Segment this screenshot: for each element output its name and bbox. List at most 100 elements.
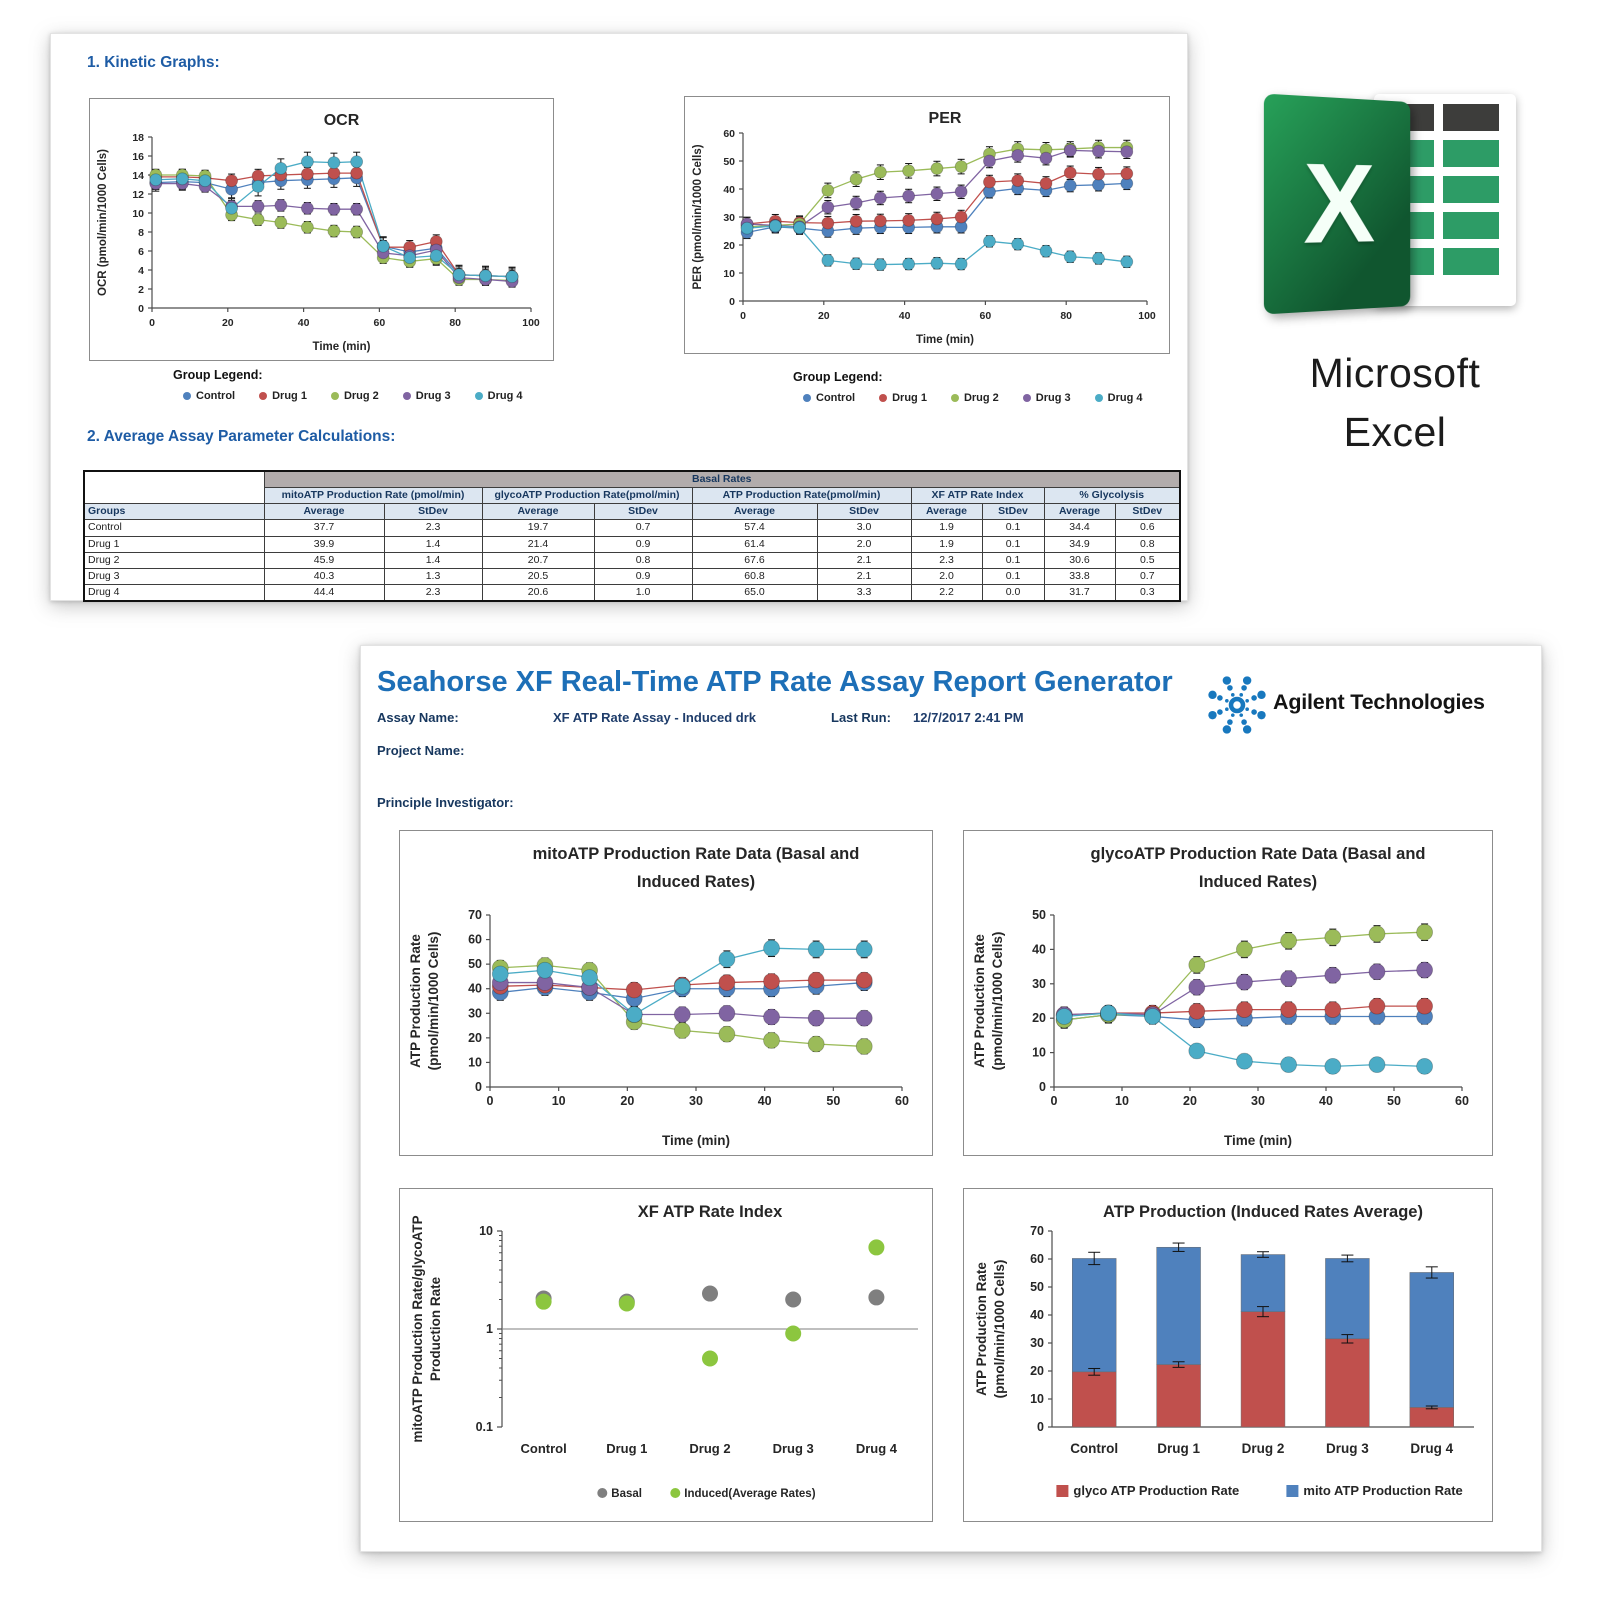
value-cell: 1.9 — [911, 536, 982, 552]
excel-x-glyph: X — [1303, 147, 1375, 261]
legend-item-label: Drug 3 — [416, 390, 451, 402]
svg-text:40: 40 — [1032, 942, 1046, 956]
table-row: Control 37.7 2.3 19.7 0.7 57.4 3.0 1.9 0.1 34.4 0.… — [84, 520, 1180, 536]
svg-text:80: 80 — [449, 317, 461, 329]
svg-text:0: 0 — [729, 296, 735, 308]
svg-text:PER (pmol/min/1000 Cells): PER (pmol/min/1000 Cells) — [692, 144, 704, 289]
value-cell: 2.3 — [911, 552, 982, 568]
value-cell: 19.7 — [482, 520, 594, 536]
colgroup-atp: ATP Production Rate(pmol/min) — [692, 488, 911, 504]
excel-caption-line1: Microsoft — [1270, 344, 1520, 403]
svg-text:PER: PER — [929, 110, 962, 127]
legend-dot-icon — [1095, 394, 1103, 402]
svg-text:ATP Production (Induced Rates: ATP Production (Induced Rates Average) — [1103, 1203, 1423, 1221]
subheader-average: Average — [692, 504, 817, 520]
last-run-label: Last Run: — [831, 710, 891, 725]
legend-dot-icon — [259, 392, 267, 400]
svg-text:60: 60 — [723, 128, 735, 140]
value-cell: 3.0 — [817, 520, 911, 536]
svg-text:6: 6 — [138, 246, 144, 258]
svg-text:0: 0 — [1039, 1080, 1046, 1094]
sheet-cell — [1443, 104, 1499, 131]
subheader-average: Average — [1044, 504, 1115, 520]
value-cell: 21.4 — [482, 536, 594, 552]
svg-text:10: 10 — [1115, 1094, 1129, 1108]
legend-item: Control — [803, 392, 855, 404]
value-cell: 2.2 — [911, 584, 982, 601]
svg-text:30: 30 — [689, 1094, 703, 1108]
svg-text:Time (min): Time (min) — [916, 334, 974, 346]
svg-text:18: 18 — [132, 132, 144, 144]
svg-text:Drug 4: Drug 4 — [1410, 1441, 1453, 1456]
svg-text:Drug 3: Drug 3 — [1326, 1441, 1369, 1456]
excel-caption: Microsoft Excel — [1270, 344, 1520, 463]
svg-text:0: 0 — [149, 317, 155, 329]
sheet-cell — [1443, 140, 1499, 167]
agilent-wordmark: Agilent Technologies — [1273, 690, 1485, 715]
svg-text:8: 8 — [138, 227, 144, 239]
svg-text:(pmol/min/1000 Cells): (pmol/min/1000 Cells) — [990, 932, 1005, 1071]
svg-text:40: 40 — [1319, 1094, 1333, 1108]
svg-text:ATP Production Rate: ATP Production Rate — [972, 934, 987, 1068]
svg-text:ATP Production Rate: ATP Production Rate — [974, 1262, 989, 1396]
svg-text:XF ATP Rate Index: XF ATP Rate Index — [638, 1203, 783, 1221]
svg-text:30: 30 — [1251, 1094, 1265, 1108]
svg-text:0: 0 — [740, 310, 746, 322]
legend-dot-icon — [803, 394, 811, 402]
page-canvas: 1. Kinetic Graphs: OCR 0 20 40 60 80 100 0 2 4 6 8 1… — [0, 0, 1601, 1601]
basal-rates-header: Basal Rates — [264, 471, 1180, 488]
svg-text:10: 10 — [468, 1055, 482, 1069]
value-cell: 44.4 — [264, 584, 384, 601]
table-corner-cell — [84, 471, 264, 504]
kinetic-section-title: 1. Kinetic Graphs: — [87, 54, 220, 72]
svg-text:Control: Control — [520, 1441, 566, 1456]
value-cell: 37.7 — [264, 520, 384, 536]
legend-dot-icon — [475, 392, 483, 400]
subheader-stdev: StDev — [384, 504, 482, 520]
table-row: Drug 4 44.4 2.3 20.6 1.0 65.0 3.3 2.2 0.0 31.7 0.3 — [84, 584, 1180, 601]
svg-text:Induced Rates): Induced Rates) — [637, 873, 755, 891]
colgroup-glycolysis: % Glycolysis — [1044, 488, 1180, 504]
excel-logo: X — [1256, 84, 1516, 334]
svg-text:30: 30 — [468, 1006, 482, 1020]
svg-text:14: 14 — [132, 170, 144, 182]
legend-item: Drug 2 — [951, 392, 999, 404]
subheader-stdev: StDev — [982, 504, 1044, 520]
svg-text:20: 20 — [1183, 1094, 1197, 1108]
legend-item-label: Drug 1 — [272, 390, 307, 402]
value-cell: 1.4 — [384, 552, 482, 568]
sheet-cell — [1443, 212, 1499, 239]
agilent-starburst-icon — [1204, 672, 1270, 738]
svg-text:20: 20 — [818, 310, 830, 322]
assay-name-label: Assay Name: — [377, 710, 459, 725]
svg-text:0: 0 — [475, 1080, 482, 1094]
svg-text:4: 4 — [138, 265, 144, 277]
value-cell: 0.7 — [594, 520, 692, 536]
value-cell: 0.6 — [1115, 520, 1180, 536]
report-panel: Seahorse XF Real-Time ATP Rate Assay Rep… — [360, 645, 1542, 1552]
xf-box-svg: XF ATP Rate Index 0.1 1 10 Control Drug 1 Drug… — [400, 1189, 932, 1521]
svg-text:2: 2 — [138, 284, 144, 296]
subheader-stdev: StDev — [594, 504, 692, 520]
legend-item: Drug 2 — [331, 390, 379, 402]
per-group-legend-label: Group Legend: — [793, 370, 883, 384]
legend-item: Control — [183, 390, 235, 402]
group-name-cell: Control — [84, 520, 264, 536]
bar-box-svg: ATP Production (Induced Rates Average) 0 1… — [964, 1189, 1492, 1521]
value-cell: 30.6 — [1044, 552, 1115, 568]
svg-text:glycoATP Production Rate Data: glycoATP Production Rate Data (Basal and — [1091, 845, 1426, 863]
svg-text:Drug 1: Drug 1 — [1157, 1441, 1200, 1456]
value-cell: 34.9 — [1044, 536, 1115, 552]
legend-item-label: Drug 4 — [1108, 392, 1143, 404]
svg-text:50: 50 — [1032, 908, 1046, 922]
mito-atp-chart-box: mitoATP Production Rate Data (Basal and I… — [399, 830, 933, 1156]
value-cell: 0.9 — [594, 536, 692, 552]
mito-box-svg: mitoATP Production Rate Data (Basal andI… — [400, 831, 932, 1155]
ocr-box-svg: OCR0 20 40 60 80 100024681012141618Time (min)… — [90, 99, 553, 360]
value-cell: 33.8 — [1044, 568, 1115, 584]
svg-text:10: 10 — [132, 208, 144, 220]
legend-dot-icon — [183, 392, 191, 400]
svg-text:Drug 2: Drug 2 — [689, 1441, 730, 1456]
svg-text:Production Rate: Production Rate — [428, 1276, 443, 1381]
value-cell: 1.9 — [911, 520, 982, 536]
